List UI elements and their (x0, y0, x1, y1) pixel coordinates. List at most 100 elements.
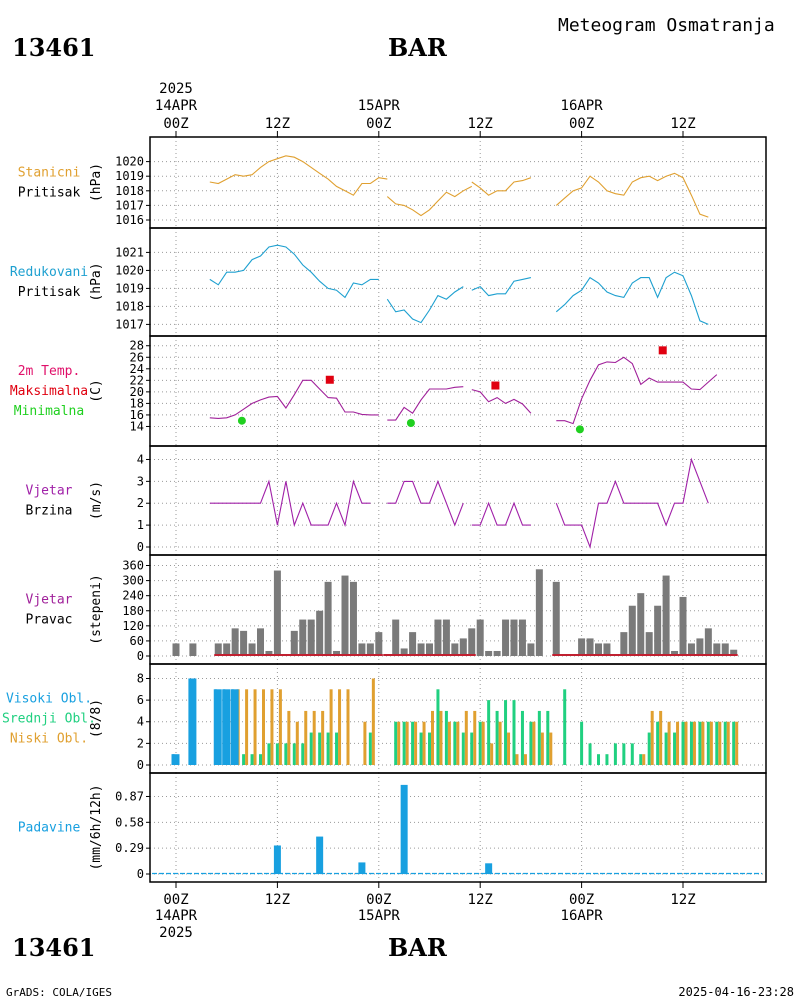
max-temp-marker (491, 381, 500, 390)
cloud-bar (622, 743, 626, 765)
direction-bar (713, 643, 721, 656)
direction-bar (595, 643, 602, 656)
y-tick-label: 0.87 (115, 789, 144, 803)
panel-label: Vjetar (26, 484, 73, 499)
high-cloud-bar (172, 754, 180, 765)
cloud-bar (735, 721, 739, 765)
cloud-bar (431, 710, 434, 765)
time-label-bottom: 00Z (366, 892, 391, 908)
panel-label: Pritisak (18, 186, 81, 201)
cloud-bar (461, 732, 465, 765)
precip-bar (273, 845, 281, 874)
cloud-bar (397, 721, 401, 765)
cloud-bar (540, 732, 544, 765)
direction-bar (400, 648, 408, 656)
cloud-bar (292, 743, 296, 765)
series-line (386, 185, 473, 217)
y-tick-label: 0 (137, 867, 144, 881)
cloud-bar (681, 721, 685, 765)
y-tick-label: 1019 (115, 281, 144, 295)
direction-bar (299, 619, 307, 656)
cloud-bar (504, 700, 508, 765)
panel-label: Pritisak (18, 285, 81, 300)
cloud-bar (453, 721, 457, 765)
cloud-bar (520, 710, 524, 765)
cloud-bar (278, 689, 282, 765)
direction-bar (316, 610, 324, 656)
time-label-bottom: 12Z (468, 892, 493, 908)
cloud-bar (706, 721, 710, 765)
date-label-top: 16APR (561, 98, 604, 114)
cloud-bar (495, 710, 499, 765)
cloud-bar (490, 743, 494, 765)
y-tick-label: 28 (130, 339, 144, 353)
panel-label: Maksimalna (10, 384, 88, 399)
cloud-bar (726, 721, 730, 765)
panel-label: Pravac (26, 613, 73, 628)
series-line (386, 286, 464, 324)
y-tick-label: 0.58 (115, 815, 144, 829)
high-cloud-bar (223, 689, 231, 765)
direction-bar (485, 650, 493, 656)
cloud-bar (253, 689, 257, 765)
panel-label: Visoki Obl. (6, 692, 92, 707)
cloud-bar (304, 710, 308, 765)
cloud-bar (363, 721, 367, 765)
cloud-bar (321, 710, 325, 765)
direction-bar (620, 632, 628, 656)
time-label-top: 12Z (670, 116, 695, 132)
direction-bar (409, 632, 417, 656)
y-tick-label: 26 (130, 350, 144, 364)
cloud-bar (335, 732, 339, 765)
cloud-bar (639, 754, 643, 765)
y-tick-label: 14 (130, 419, 144, 433)
date-label-bottom: 16APR (561, 908, 604, 924)
credit-text: GrADS: COLA/IGES (6, 986, 112, 999)
direction-bar (502, 619, 510, 656)
cloud-bar (456, 721, 460, 765)
cloud-bar (295, 721, 299, 765)
cloud-bar (329, 689, 333, 765)
cloud-bar (537, 710, 541, 765)
date-label-bottom: 15APR (358, 908, 401, 924)
direction-bar (172, 643, 180, 656)
direction-bar (426, 643, 433, 656)
cloud-bar (515, 754, 519, 765)
y-tick-label: 0 (137, 649, 144, 663)
direction-bar (189, 643, 197, 656)
y-tick-label: 0.29 (115, 841, 144, 855)
panel-label: Stanicni (18, 166, 81, 181)
cloud-bar (312, 710, 316, 765)
cloud-bar (546, 710, 550, 765)
direction-bar (459, 638, 467, 656)
high-cloud-bar (231, 689, 239, 765)
y-tick-label: 0 (137, 758, 144, 772)
cloud-bar (270, 689, 274, 765)
y-axis-label: (stepeni) (89, 574, 104, 644)
y-tick-label: 300 (122, 574, 144, 588)
y-tick-label: 180 (122, 604, 144, 618)
direction-bar (248, 643, 256, 656)
cloud-bar (428, 732, 431, 765)
cloud-bar (664, 732, 668, 765)
y-tick-label: 120 (122, 619, 144, 633)
direction-bar (662, 575, 670, 656)
y-tick-label: 4 (137, 452, 144, 466)
cloud-bar (507, 732, 511, 765)
panel-frame (149, 772, 767, 883)
cloud-bar (723, 721, 727, 765)
series-line (471, 277, 532, 297)
min-temp-marker (237, 416, 246, 425)
cloud-bar (647, 732, 651, 765)
cloud-bar (414, 721, 418, 765)
cloud-bar (613, 743, 617, 765)
cloud-bar (698, 721, 702, 765)
y-tick-label: 1018 (115, 184, 144, 198)
cloud-bar (473, 710, 477, 765)
y-axis-label: (hPa) (89, 262, 104, 301)
y-axis-label: (mm/6h/12h) (89, 784, 104, 870)
cloud-bar (259, 754, 262, 765)
y-tick-label: 20 (130, 385, 144, 399)
y-axis-label: (8/8) (89, 699, 104, 738)
